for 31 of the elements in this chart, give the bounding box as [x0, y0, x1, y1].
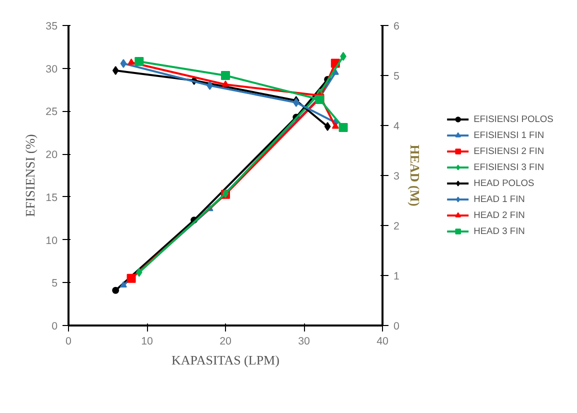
legend-label: HEAD 2 FIN — [474, 209, 525, 221]
x-tick-label: 10 — [141, 336, 153, 348]
y2-tick-label: 5 — [394, 70, 400, 82]
legend-label: EFISIENSI POLOS — [474, 113, 554, 125]
legend-label: HEAD 1 FIN — [474, 193, 525, 205]
y2-tick-label: 1 — [394, 270, 400, 282]
legend-label: EFISIENSI 3 FIN — [474, 161, 544, 173]
x-tick-label: 20 — [220, 336, 232, 348]
y-tick-label: 25 — [46, 106, 58, 118]
x-tick-label: 30 — [298, 336, 310, 348]
legend-label: EFISIENSI 2 FIN — [474, 145, 544, 157]
y-axis-title: EFISIENSI (%) — [22, 134, 38, 217]
y-tick-label: 15 — [46, 192, 58, 204]
y2-tick-label: 6 — [394, 20, 400, 32]
legend-label: HEAD 3 FIN — [474, 225, 525, 237]
y2-tick-label: 2 — [394, 220, 400, 232]
y2-tick-label: 3 — [394, 170, 400, 182]
x-tick-label: 0 — [66, 336, 72, 348]
y-tick-label: 30 — [46, 63, 58, 76]
legend-label: HEAD POLOS — [474, 177, 534, 189]
y2-axis-title: HEAD (M) — [407, 144, 422, 206]
y-tick-label: 10 — [46, 234, 58, 247]
y-tick-label: 20 — [46, 149, 58, 162]
y2-tick-label: 4 — [394, 120, 400, 132]
x-axis-title: KAPASITAS (LPM) — [172, 352, 280, 368]
y-tick-label: 35 — [46, 20, 58, 32]
legend-label: EFISIENSI 1 FIN — [474, 129, 544, 141]
y2-tick-label: 0 — [394, 320, 400, 332]
x-tick-label: 40 — [376, 336, 388, 348]
y-tick-label: 0 — [52, 320, 58, 332]
y-tick-label: 5 — [52, 278, 58, 290]
